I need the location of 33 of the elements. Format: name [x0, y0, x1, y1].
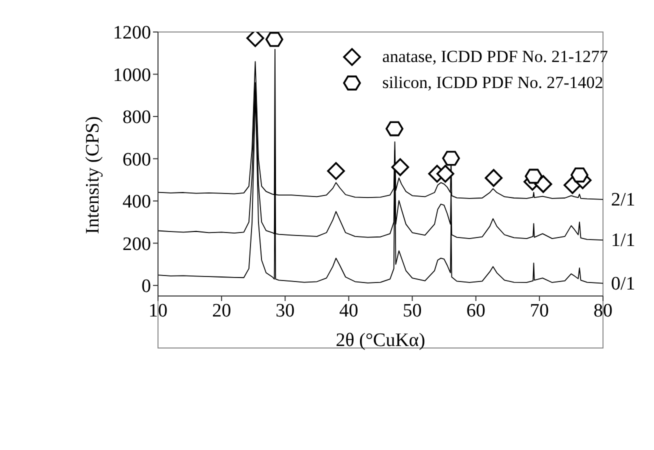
series-label: 0/1: [611, 273, 636, 294]
x-tick-label: 60: [466, 300, 486, 322]
x-tick-label: 10: [148, 300, 168, 322]
y-tick-label: 800: [122, 107, 151, 128]
y-tick-label: 200: [122, 234, 151, 255]
x-tick-label: 30: [276, 300, 295, 322]
point: [484, 169, 503, 187]
point: [442, 150, 460, 166]
point: [436, 164, 454, 183]
series-label: 2/1: [611, 189, 636, 210]
y-tick-label: 400: [122, 192, 151, 213]
x-tick-label: 50: [402, 300, 422, 322]
point: [265, 32, 284, 47]
legend-label: anatase, ICDD PDF No. 21-1277: [382, 47, 608, 67]
x-tick-label: 40: [339, 300, 358, 322]
y-tick-label: 0: [142, 276, 151, 298]
x-axis-title: 2θ (°CuKα): [336, 330, 426, 351]
y-tick-label: 1200: [113, 22, 151, 44]
y-axis-title: Intensity (CPS): [82, 116, 104, 234]
point: [386, 121, 404, 136]
y-tick-label: 1000: [113, 64, 151, 86]
series-label: 1/1: [611, 230, 636, 252]
point: [534, 175, 552, 193]
x-tick-label: 70: [530, 300, 549, 322]
point: [391, 158, 410, 176]
point: [570, 168, 588, 182]
x-tick-label: 20: [212, 300, 232, 322]
y-tick-label: 600: [122, 149, 151, 170]
legend-label: silicon, ICDD PDF No. 27-1402: [382, 73, 604, 93]
point: [327, 162, 345, 180]
x-tick-label: 80: [594, 300, 612, 322]
point: [246, 32, 264, 48]
point: [524, 168, 543, 184]
